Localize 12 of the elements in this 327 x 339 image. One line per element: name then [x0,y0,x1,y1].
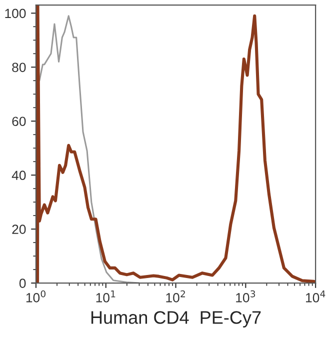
x-tick-label: 10$^{1}$ [96,290,116,302]
y-tick-label: 40 [12,170,26,180]
y-tick-label: 20 [12,224,26,234]
x-tick-label: 10$^{3}$ [236,290,256,302]
y-tick-label: 60 [12,116,26,126]
x-tick-label: 10$^{0}$ [26,290,46,302]
x-axis-title: Human CD4 PE-Cy7 [91,311,261,328]
y-tick-label: 80 [12,62,26,72]
y-tick-label: 0 [19,278,26,288]
x-tick-label: 10$^{4}$ [306,290,326,302]
y-tick-label: 100 [5,8,26,18]
x-tick-label: 10$^{2}$ [166,290,185,302]
